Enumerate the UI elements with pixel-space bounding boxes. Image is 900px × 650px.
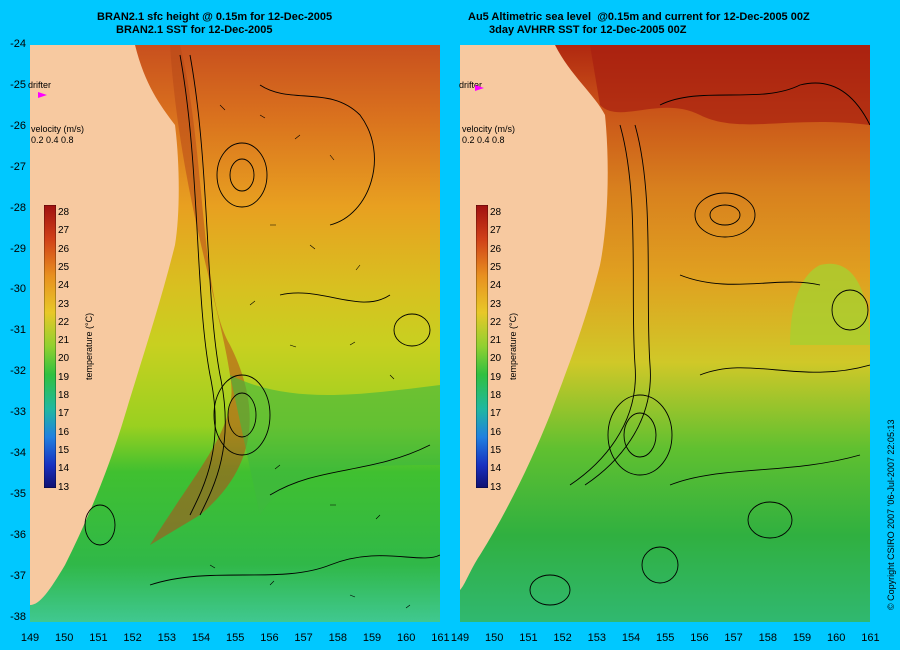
colorbar-tick-label: 26 — [490, 243, 502, 255]
x-tick-label: 154 — [621, 632, 641, 644]
y-tick-label: -35 — [10, 487, 26, 500]
y-tick-label: -31 — [10, 324, 26, 337]
colorbar-tick-label: 19 — [490, 371, 502, 383]
x-tick-label: 154 — [191, 632, 211, 644]
colorbar-tick-label: 20 — [490, 353, 502, 365]
colorbar-tick-label: 21 — [58, 335, 70, 347]
x-tick-label: 153 — [587, 632, 606, 644]
colorbar-tick-label: 14 — [58, 463, 70, 475]
x-tick-label: 157 — [294, 632, 313, 644]
colorbar-tick-label: 14 — [490, 463, 502, 475]
colorbar-tick-label: 16 — [490, 426, 502, 438]
x-tick-label: 156 — [690, 632, 709, 644]
x-tick-label: 158 — [758, 632, 777, 644]
left-velocity-label: velocity (m/s) — [31, 124, 85, 134]
x-tick-label: 149 — [20, 632, 40, 644]
y-tick-label: -33 — [10, 406, 26, 419]
right-map-panel[interactable] — [460, 45, 870, 622]
colorbar-tick-label: 27 — [58, 225, 70, 237]
left-title-line2: BRAN2.1 SST for 12-Dec-2005 — [116, 24, 273, 36]
right-velocity-scale: 0.2 0.4 0.8 — [462, 135, 505, 145]
colorbar-tick-label: 22 — [490, 316, 502, 328]
x-tick-label: 159 — [792, 632, 812, 644]
colorbar-tick-label: 19 — [58, 371, 70, 383]
x-tick-label: 160 — [827, 632, 846, 644]
colorbar-tick-label: 26 — [58, 243, 70, 255]
x-tick-label: 150 — [55, 632, 74, 644]
y-tick-label: -32 — [10, 365, 26, 378]
x-tick-label: 160 — [397, 632, 416, 644]
australia-land — [460, 45, 608, 590]
x-tick-label: 152 — [553, 632, 572, 644]
right-title-line1: Au5 Altimetric sea level @0.15m and curr… — [468, 11, 810, 23]
left-drifter-icon — [38, 92, 47, 98]
y-tick-label: -34 — [10, 447, 26, 459]
colorbar-tick-label: 13 — [490, 481, 502, 493]
y-tick-label: -38 — [10, 610, 26, 623]
australia-land — [30, 45, 179, 605]
x-tick-label: 150 — [485, 632, 504, 644]
right-map-svg — [460, 45, 870, 622]
colorbar-tick-label: 21 — [490, 335, 502, 347]
left-title-line1: BRAN2.1 sfc height @ 0.15m for 12-Dec-20… — [97, 11, 333, 23]
x-tick-label: 159 — [362, 632, 382, 644]
right-drifter-icon — [475, 85, 484, 91]
right-colorbar-title: temperature (°C) — [508, 312, 518, 380]
colorbar-tick-label: 25 — [58, 261, 70, 273]
y-tick-label: -28 — [10, 201, 26, 214]
y-tick-label: -24 — [10, 38, 26, 50]
x-tick-label: 151 — [89, 632, 108, 644]
x-tick-label: 161 — [431, 632, 450, 644]
x-tick-label: 153 — [157, 632, 176, 644]
x-tick-label: 158 — [328, 632, 347, 644]
colorbar-tick-label: 20 — [58, 353, 70, 365]
x-tick-label: 156 — [260, 632, 279, 644]
x-tick-label: 155 — [226, 632, 245, 644]
colorbar-tick-label: 28 — [490, 207, 502, 218]
right-velocity-label: velocity (m/s) — [462, 124, 516, 134]
y-tick-label: -36 — [10, 528, 26, 541]
colorbar-tick-label: 28 — [58, 207, 70, 218]
left-drifter-label: drifter — [28, 80, 52, 90]
left-colorbar — [44, 205, 56, 488]
left-velocity-scale: 0.2 0.4 0.8 — [31, 135, 74, 145]
colorbar-tick-label: 17 — [58, 408, 70, 420]
colorbar-tick-label: 27 — [490, 225, 502, 237]
right-title-line2: 3day AVHRR SST for 12-Dec-2005 00Z — [489, 24, 687, 36]
colorbar-tick-label: 24 — [490, 280, 502, 292]
y-tick-label: -30 — [10, 283, 26, 296]
y-tick-label: -26 — [10, 119, 26, 132]
right-colorbar — [476, 205, 488, 488]
y-tick-label: -37 — [10, 569, 26, 582]
colorbar-tick-label: 23 — [490, 298, 502, 310]
x-tick-label: 151 — [519, 632, 538, 644]
x-tick-label: 149 — [450, 632, 470, 644]
colorbar-tick-label: 18 — [490, 390, 502, 401]
right-drifter-label: drifter — [459, 80, 483, 90]
colorbar-tick-label: 15 — [490, 444, 502, 456]
colorbar-tick-label: 18 — [58, 390, 70, 401]
colorbar-tick-label: 22 — [58, 316, 70, 328]
colorbar-tick-label: 17 — [490, 408, 502, 420]
y-tick-label: -25 — [10, 78, 26, 91]
colorbar-tick-label: 13 — [58, 481, 70, 493]
colorbar-tick-label: 25 — [490, 261, 502, 273]
x-tick-label: 152 — [123, 632, 142, 644]
x-tick-label: 157 — [724, 632, 743, 644]
colorbar-tick-label: 23 — [58, 298, 70, 310]
colorbar-tick-label: 15 — [58, 444, 70, 456]
colorbar-tick-label: 24 — [58, 280, 70, 292]
colorbar-tick-label: 16 — [58, 426, 70, 438]
x-tick-label: 161 — [861, 632, 880, 644]
y-tick-label: -27 — [10, 160, 26, 173]
left-map-svg — [30, 45, 440, 622]
x-tick-label: 155 — [656, 632, 675, 644]
left-colorbar-title: temperature (°C) — [84, 312, 94, 380]
copyright-notice: © Copyright CSIRO 2007 '06-Jul-2007 22:0… — [886, 419, 896, 610]
y-tick-label: -29 — [10, 242, 26, 255]
left-map-panel[interactable] — [30, 45, 440, 622]
